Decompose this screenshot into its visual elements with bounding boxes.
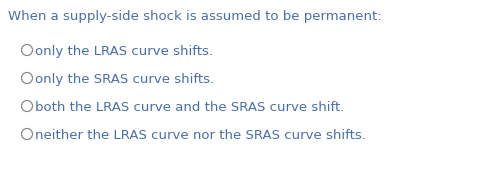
Text: neither the LRAS curve nor the SRAS curve shifts.: neither the LRAS curve nor the SRAS curv… — [35, 129, 366, 142]
Text: only the LRAS curve shifts.: only the LRAS curve shifts. — [35, 45, 213, 58]
Text: only the SRAS curve shifts.: only the SRAS curve shifts. — [35, 73, 214, 86]
Text: When a supply-side shock is assumed to be permanent:: When a supply-side shock is assumed to b… — [8, 10, 382, 23]
Text: both the LRAS curve and the SRAS curve shift.: both the LRAS curve and the SRAS curve s… — [35, 101, 344, 114]
